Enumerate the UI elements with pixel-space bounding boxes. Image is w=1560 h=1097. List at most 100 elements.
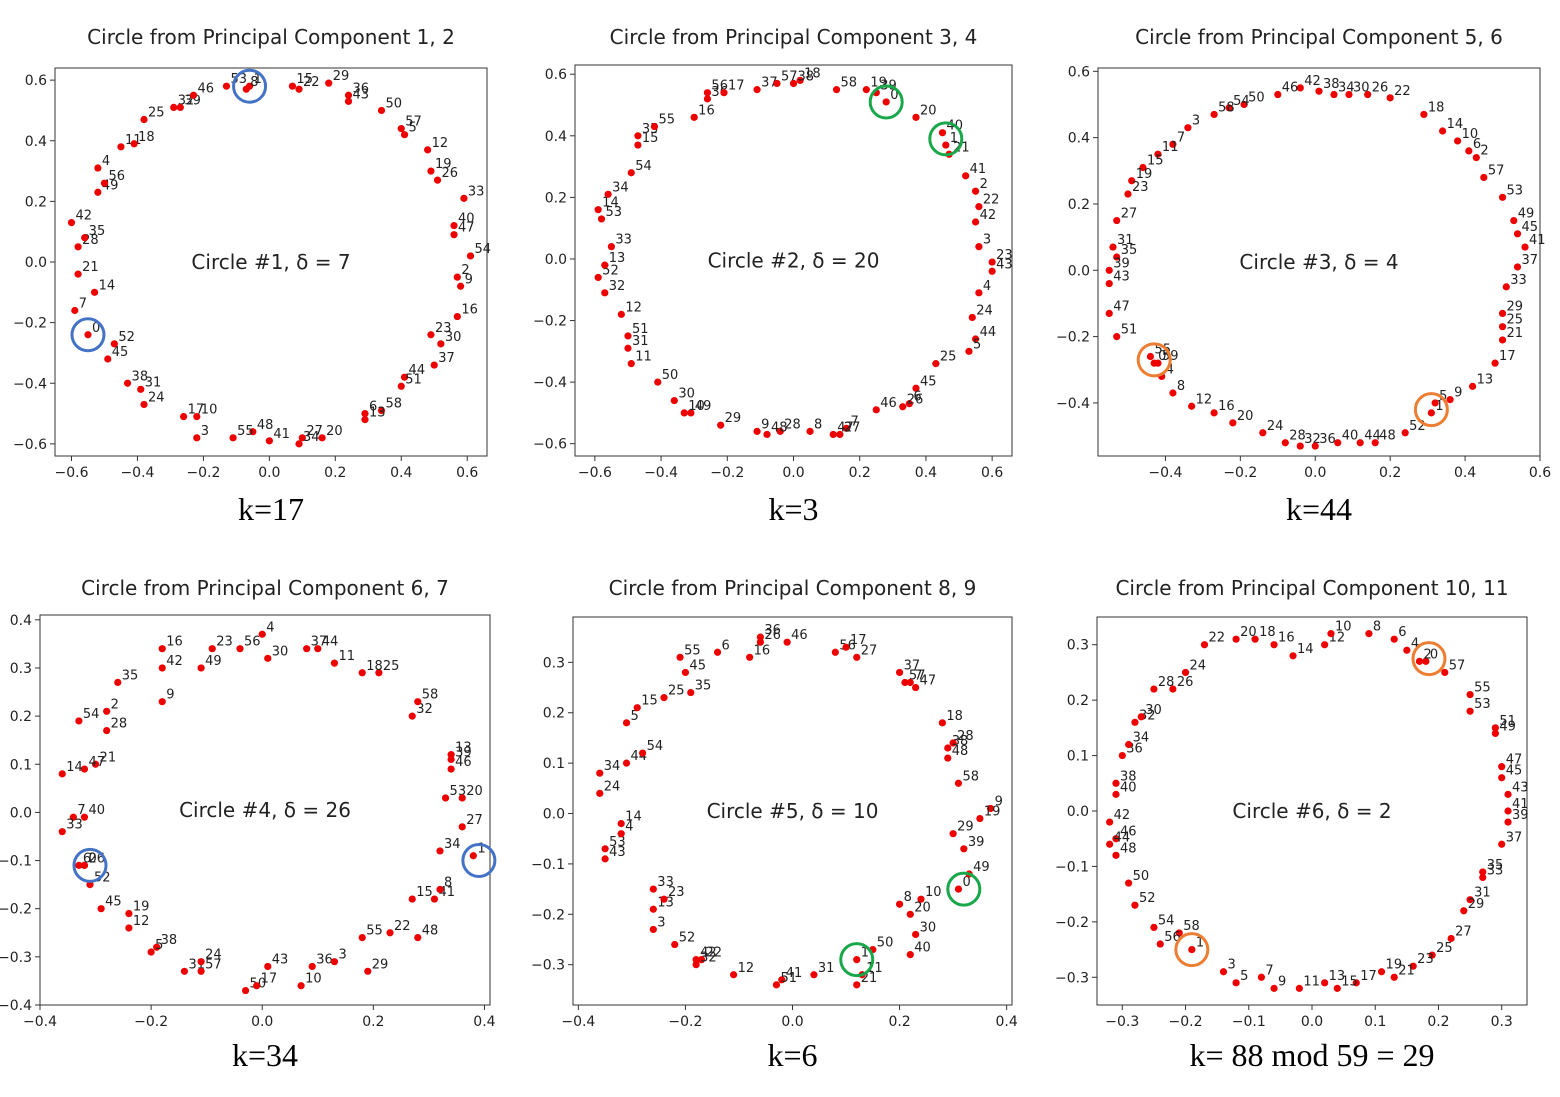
data-point [988, 267, 996, 275]
data-point [1510, 216, 1518, 225]
data-point [697, 956, 706, 964]
data-point [1106, 840, 1114, 848]
point-label: 58 [1218, 100, 1235, 115]
point-label: 32 [700, 951, 717, 966]
y-tick-label: 0.0 [543, 807, 565, 823]
y-tick-label: 0.0 [10, 805, 32, 821]
y-tick-label: 0.6 [545, 67, 567, 83]
y-tick-label: 0.2 [1067, 693, 1089, 709]
point-label: 28 [784, 417, 801, 432]
point-label: 15 [641, 694, 658, 709]
data-point [1232, 979, 1240, 987]
point-label: 3 [201, 424, 209, 439]
point-label: 37 [904, 658, 921, 673]
y-tick-label: 0.1 [10, 757, 32, 773]
point-label: 43 [272, 952, 289, 967]
point-label: 12 [1196, 392, 1213, 407]
point-label: 38 [952, 734, 969, 749]
data-point [158, 698, 166, 706]
x-tick-label: −0.4 [1148, 465, 1182, 481]
data-point [703, 89, 712, 97]
y-tick-label: 0.2 [543, 706, 565, 722]
point-label: 2 [980, 177, 988, 192]
data-point [397, 125, 405, 133]
data-point [988, 258, 996, 266]
data-point [975, 203, 983, 211]
point-label: 41 [273, 427, 290, 442]
point-label: 40 [1120, 780, 1137, 795]
data-point [249, 428, 257, 436]
data-point [125, 909, 133, 918]
point-label: 9 [166, 688, 174, 703]
data-point [450, 231, 458, 239]
data-point [469, 852, 477, 860]
point-label: 16 [698, 103, 715, 118]
point-label: 12 [738, 961, 755, 976]
x-tick-label: −0.4 [23, 1014, 57, 1030]
data-point [377, 406, 386, 415]
point-label: 24 [205, 948, 222, 963]
data-point [229, 434, 237, 442]
x-tick-label: 0.6 [981, 465, 1003, 481]
point-label: 57 [405, 115, 422, 130]
data-point [427, 167, 435, 175]
point-label: 20 [1240, 625, 1257, 640]
y-tick-label: −0.3 [531, 958, 565, 974]
data-point [265, 437, 273, 445]
data-point [1498, 323, 1507, 331]
point-label: 53 [605, 205, 622, 220]
data-point [831, 648, 839, 656]
data-point [80, 813, 89, 821]
chart-title: Circle from Principal Component 5, 6 [1135, 25, 1503, 49]
point-label: 14 [602, 196, 619, 211]
point-label: 22 [394, 919, 411, 934]
highlight-ring [461, 843, 497, 879]
point-label: 21 [1398, 963, 1415, 978]
data-point [1131, 901, 1139, 909]
data-point [1270, 984, 1278, 992]
y-tick-label: −0.3 [1055, 970, 1089, 986]
data-point [594, 273, 602, 282]
data-point [692, 961, 700, 969]
data-point [1219, 968, 1228, 976]
data-point [241, 986, 250, 995]
point-label: 31 [1474, 886, 1491, 901]
point-label: 30 [1353, 81, 1370, 96]
y-tick-label: 0.6 [25, 73, 47, 89]
data-point [1169, 389, 1177, 397]
point-label: 5 [973, 337, 981, 352]
data-point [713, 648, 722, 656]
point-label: 16 [1278, 631, 1295, 646]
point-label: 45 [920, 374, 937, 389]
data-point [962, 172, 970, 180]
data-point [1447, 934, 1455, 943]
point-label: 34 [1338, 81, 1355, 96]
point-label: 27 [1455, 924, 1472, 939]
point-label: 45 [689, 658, 706, 673]
data-point [944, 754, 952, 762]
data-point [90, 288, 99, 296]
data-point [242, 85, 250, 93]
data-point [1427, 409, 1435, 417]
data-point [74, 243, 82, 251]
data-point [264, 962, 272, 971]
point-label: 11 [635, 350, 652, 365]
point-label: 15 [1147, 153, 1164, 168]
data-point [1232, 635, 1240, 643]
point-label: 34 [303, 430, 320, 445]
point-label: 25 [1436, 941, 1453, 956]
data-point [1345, 90, 1353, 99]
point-label: 37 [1506, 830, 1523, 845]
data-point [197, 967, 205, 975]
point-label: 56 [108, 169, 125, 184]
data-point [197, 958, 205, 966]
data-point [298, 434, 306, 442]
data-point [427, 331, 435, 339]
point-label: 51 [405, 372, 422, 387]
point-label: 29 [1468, 897, 1485, 912]
data-point [295, 85, 303, 93]
point-label: 53 [609, 835, 626, 850]
data-point [938, 129, 947, 137]
data-point [783, 638, 791, 646]
point-label: 13 [1477, 372, 1494, 387]
